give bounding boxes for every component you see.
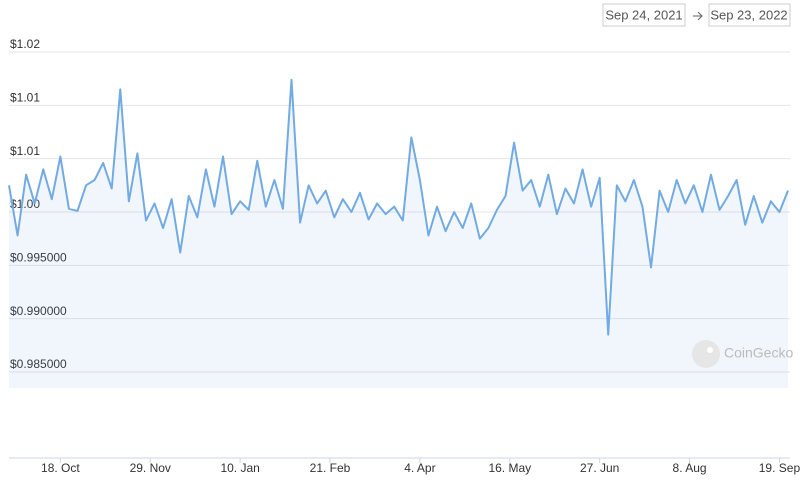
x-tick-label: 21. Feb <box>310 461 351 475</box>
y-tick-label: $1.01 <box>10 144 40 158</box>
y-tick-label: $1.01 <box>10 91 40 105</box>
x-tick-label: 18. Oct <box>41 461 80 475</box>
y-tick-label: $0.985000 <box>10 357 67 371</box>
y-tick-label: $0.995000 <box>10 251 67 265</box>
date-to[interactable]: Sep 23, 2022 <box>710 7 787 22</box>
area <box>9 79 788 388</box>
watermark-text: CoinGecko <box>724 345 793 361</box>
price-line <box>8 78 789 336</box>
date-from[interactable]: Sep 24, 2021 <box>605 7 682 22</box>
watermark-eye <box>707 347 713 353</box>
x-tick-label: 8. Aug <box>673 461 707 475</box>
x-tick-label: 4. Apr <box>404 461 435 475</box>
x-tick-label: 27. Jun <box>580 461 619 475</box>
y-tick-label: $1.00 <box>10 197 40 211</box>
x-tick-label: 10. Jan <box>220 461 259 475</box>
watermark: CoinGecko <box>692 340 793 368</box>
watermark-logo <box>692 340 720 368</box>
x-tick-label: 19. Sep <box>759 461 800 475</box>
x-tick-label: 16. May <box>488 461 531 475</box>
y-tick-label: $0.990000 <box>10 304 67 318</box>
date-to-box[interactable] <box>708 3 791 27</box>
y-tick-label: $1.02 <box>10 37 40 51</box>
x-tick-label: 29. Nov <box>130 461 171 475</box>
date-from-box[interactable] <box>602 3 686 27</box>
range-arrow <box>693 11 703 21</box>
